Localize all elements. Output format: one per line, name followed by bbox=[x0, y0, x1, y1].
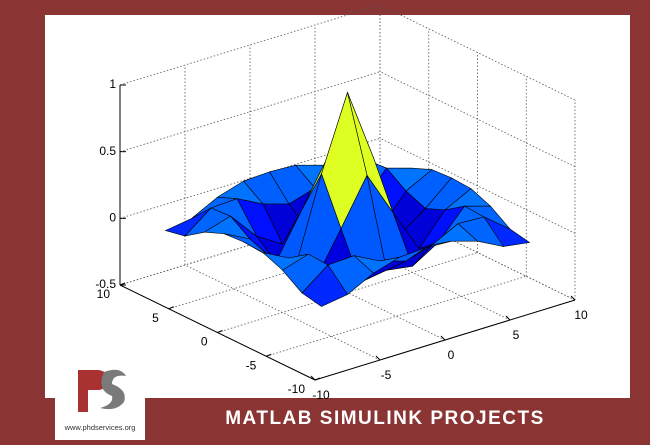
x-tick-label: 5 bbox=[513, 328, 520, 342]
grid-line bbox=[314, 224, 511, 321]
y-tick bbox=[119, 282, 126, 286]
y-tick-label: 0 bbox=[201, 335, 208, 349]
banner-title: MATLAB SIMULINK PROJECTS bbox=[225, 408, 545, 429]
logo-s bbox=[100, 369, 126, 410]
x-tick bbox=[570, 295, 576, 301]
z-tick-label: 1 bbox=[109, 77, 116, 91]
z-tick-label: 0 bbox=[109, 211, 116, 225]
y-tick-label: -5 bbox=[246, 358, 257, 372]
x-tick-label: 10 bbox=[574, 308, 588, 322]
grid-line bbox=[379, 71, 576, 168]
x-tick bbox=[310, 375, 316, 381]
grid-line bbox=[379, 137, 576, 234]
x-tick bbox=[505, 315, 511, 321]
x-tick-label: 0 bbox=[448, 348, 455, 362]
y-tick bbox=[217, 330, 223, 333]
y-tick-label: -10 bbox=[288, 382, 306, 396]
z-tick-label: -0.5 bbox=[95, 277, 116, 291]
y-tick-label: 5 bbox=[152, 311, 159, 325]
x-tick-label: -10 bbox=[312, 388, 330, 402]
x-tick bbox=[375, 355, 381, 361]
z-tick-label: 0.5 bbox=[99, 144, 116, 158]
logo-box bbox=[55, 356, 145, 440]
surface-plot: -0.5 0 0.5 1 -10 -5 0 5 10 -10 -5 0 5 10 bbox=[95, 4, 588, 402]
y-tick bbox=[168, 306, 174, 310]
grid-line bbox=[184, 264, 381, 361]
x-tick-label: -5 bbox=[381, 368, 392, 382]
y-tick-label: 10 bbox=[97, 287, 111, 301]
surface-patch bbox=[301, 264, 348, 307]
logo-text: www.phdservices.org bbox=[64, 423, 136, 432]
x-tick bbox=[440, 335, 446, 341]
grid-line bbox=[379, 4, 576, 101]
y-tick bbox=[266, 353, 272, 357]
grid-line bbox=[249, 244, 446, 341]
logo-p bbox=[78, 370, 108, 412]
grid-line bbox=[379, 204, 576, 301]
y-tick bbox=[314, 377, 321, 381]
